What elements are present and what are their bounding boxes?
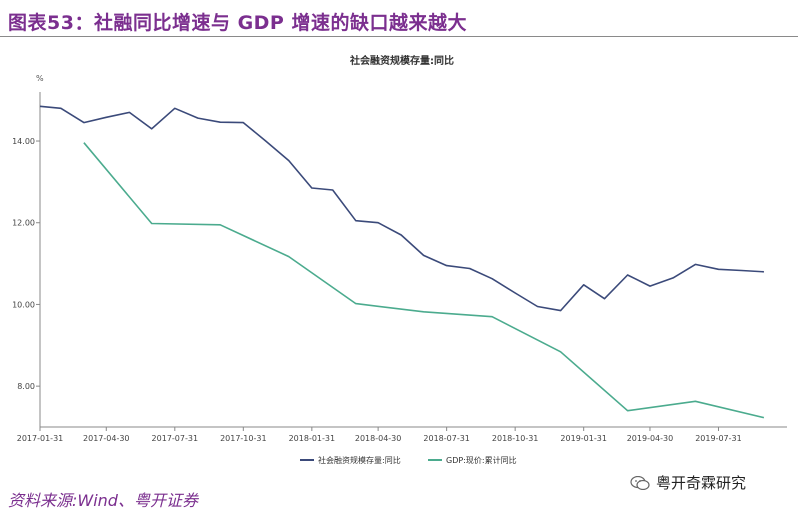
x-tick-label: 2019-07-31 xyxy=(695,434,742,443)
series-1-point xyxy=(264,139,267,142)
series-1-point xyxy=(287,159,290,162)
series-2-point xyxy=(219,223,222,226)
series-1-point xyxy=(422,254,425,257)
series-1-point xyxy=(310,186,313,189)
series-1-point xyxy=(694,263,697,266)
series-line-1 xyxy=(39,105,764,312)
series-1-point xyxy=(377,221,380,224)
line-chart: 社会融资规模存量:同比 % 8.00 10.00 12.00 14.00 2017-01… xyxy=(12,54,787,465)
series-1-point xyxy=(400,233,403,236)
series-1-point xyxy=(173,107,176,110)
series-1-point xyxy=(603,297,606,300)
series-2-point xyxy=(762,416,765,419)
series-2-point xyxy=(490,315,493,318)
series-1-point xyxy=(196,117,199,120)
legend-label-1: 社会融资规模存量:同比 xyxy=(318,455,401,465)
y-tick-label: 12.00 xyxy=(12,219,35,228)
series-1-point xyxy=(128,111,131,114)
series-line-2 xyxy=(83,142,765,419)
series-1-point xyxy=(559,309,562,312)
x-tick-label: 2019-04-30 xyxy=(627,434,674,443)
series-1-point xyxy=(740,269,743,272)
series-2-point xyxy=(422,310,425,313)
series-1-point xyxy=(242,121,245,124)
series-1-point xyxy=(331,188,334,191)
x-tick-label: 2018-07-31 xyxy=(423,434,470,443)
header-divider xyxy=(0,36,798,37)
series-layer xyxy=(38,105,765,419)
legend: 社会融资规模存量:同比 GDP:现价:累计同比 xyxy=(300,455,517,465)
x-tick-label: 2017-07-31 xyxy=(152,434,199,443)
axes: 8.00 10.00 12.00 14.00 2017-01-31 2017-04-30 2… xyxy=(12,92,787,443)
series-2-point xyxy=(559,350,562,353)
brand: 粤开奇霖研究 xyxy=(630,472,746,493)
series-2-point xyxy=(354,302,357,305)
x-tick-label: 2019-01-31 xyxy=(560,434,607,443)
series-1-point xyxy=(445,264,448,267)
x-tick-label: 2018-01-31 xyxy=(289,434,336,443)
wechat-icon xyxy=(630,475,650,490)
series-1-point xyxy=(59,107,62,110)
x-tick-label: 2018-04-30 xyxy=(355,434,402,443)
series-1-point xyxy=(82,121,85,124)
x-tick-label: 2017-10-31 xyxy=(220,434,267,443)
brand-name: 粤开奇霖研究 xyxy=(656,474,747,492)
series-1-point xyxy=(105,116,108,119)
series-2-point xyxy=(150,222,153,225)
legend-label-2: GDP:现价:累计同比 xyxy=(446,455,517,465)
series-1-point xyxy=(671,276,674,279)
series-1-point xyxy=(468,267,471,270)
y-tick-label: 10.00 xyxy=(12,300,35,309)
series-1-point xyxy=(648,284,651,287)
x-tick-label: 2017-04-30 xyxy=(83,434,130,443)
y-axis-label: % xyxy=(36,74,44,83)
x-tick-label: 2017-01-31 xyxy=(17,434,64,443)
series-1-point xyxy=(150,127,153,130)
series-1-point xyxy=(717,268,720,271)
y-tick-label: 8.00 xyxy=(17,382,35,391)
series-1-point xyxy=(514,291,517,294)
series-1-point xyxy=(762,270,765,273)
series-2-point xyxy=(694,400,697,403)
series-1-point xyxy=(626,273,629,276)
chart-title: 社会融资规模存量:同比 xyxy=(349,54,454,67)
series-1-point xyxy=(354,219,357,222)
figure-title: 图表53：社融同比增速与 GDP 增速的缺口越来越大 xyxy=(8,8,467,35)
figure-heading: 社融同比增速与 GDP 增速的缺口越来越大 xyxy=(93,12,467,34)
series-1-point xyxy=(490,277,493,280)
series-1-point xyxy=(219,121,222,124)
series-1-point xyxy=(536,305,539,308)
source-note: 资料来源:Wind、粤开证券 xyxy=(8,491,198,510)
y-tick-label: 14.00 xyxy=(12,137,35,146)
series-2-point xyxy=(626,409,629,412)
series-2-point xyxy=(82,141,85,144)
series-2-point xyxy=(287,255,290,258)
figure-number: 图表53： xyxy=(8,12,94,34)
series-1-point xyxy=(38,105,41,108)
x-tick-label: 2018-10-31 xyxy=(492,434,539,443)
series-1-point xyxy=(582,283,585,286)
